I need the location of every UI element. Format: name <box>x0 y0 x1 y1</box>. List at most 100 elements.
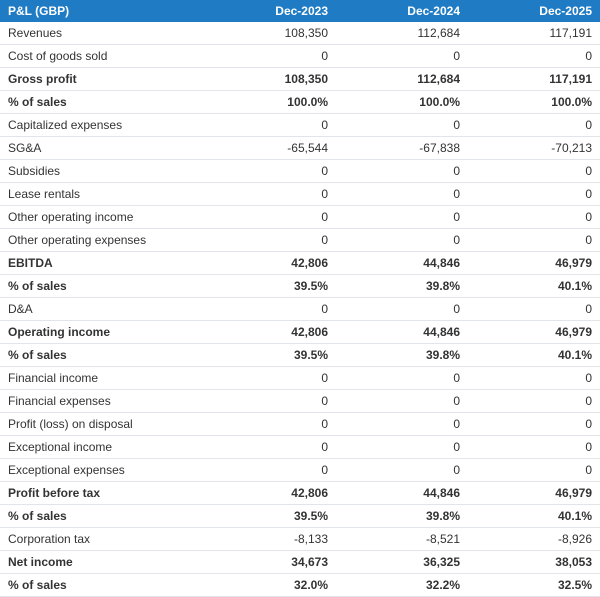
row-value: 0 <box>468 298 600 321</box>
row-value: -8,926 <box>468 528 600 551</box>
row-value: 32.2% <box>336 574 468 597</box>
row-label: Corporation tax <box>0 528 204 551</box>
row-value: 0 <box>336 45 468 68</box>
row-value: 0 <box>336 459 468 482</box>
row-label: EBITDA <box>0 252 204 275</box>
row-label: % of sales <box>0 275 204 298</box>
table-row: % of sales100.0%100.0%100.0% <box>0 91 600 114</box>
row-value: 108,350 <box>204 22 336 45</box>
header-title: P&L (GBP) <box>0 0 204 22</box>
table-row: Profit (loss) on disposal000 <box>0 413 600 436</box>
table-row: Corporation tax-8,133-8,521-8,926 <box>0 528 600 551</box>
row-value: 112,684 <box>336 22 468 45</box>
row-value: 0 <box>204 114 336 137</box>
row-label: Gross profit <box>0 68 204 91</box>
row-value: 39.8% <box>336 344 468 367</box>
row-label: Financial income <box>0 367 204 390</box>
row-value: 0 <box>336 229 468 252</box>
table-row: % of sales39.5%39.8%40.1% <box>0 505 600 528</box>
row-value: 0 <box>204 298 336 321</box>
row-value: 0 <box>468 45 600 68</box>
table-header-row: P&L (GBP) Dec-2023 Dec-2024 Dec-2025 <box>0 0 600 22</box>
row-value: 100.0% <box>336 91 468 114</box>
row-value: 39.5% <box>204 275 336 298</box>
header-period-2: Dec-2024 <box>336 0 468 22</box>
row-value: 0 <box>468 229 600 252</box>
table-row: Other operating expenses000 <box>0 229 600 252</box>
row-value: 117,191 <box>468 22 600 45</box>
row-value: 39.5% <box>204 344 336 367</box>
row-label: % of sales <box>0 574 204 597</box>
row-label: Profit (loss) on disposal <box>0 413 204 436</box>
table-row: SG&A-65,544-67,838-70,213 <box>0 137 600 160</box>
row-value: 42,806 <box>204 252 336 275</box>
row-value: 0 <box>204 436 336 459</box>
row-value: 112,684 <box>336 68 468 91</box>
row-value: 46,979 <box>468 252 600 275</box>
row-label: Financial expenses <box>0 390 204 413</box>
table-row: Cost of goods sold000 <box>0 45 600 68</box>
row-label: Exceptional income <box>0 436 204 459</box>
row-value: 0 <box>468 367 600 390</box>
row-value: -70,213 <box>468 137 600 160</box>
row-value: 39.8% <box>336 275 468 298</box>
row-value: -8,521 <box>336 528 468 551</box>
table-row: Exceptional income000 <box>0 436 600 459</box>
row-value: 34,673 <box>204 551 336 574</box>
row-label: Profit before tax <box>0 482 204 505</box>
table-row: Financial expenses000 <box>0 390 600 413</box>
row-value: 0 <box>468 114 600 137</box>
row-label: % of sales <box>0 505 204 528</box>
row-value: 0 <box>468 390 600 413</box>
row-value: 0 <box>204 413 336 436</box>
row-value: 44,846 <box>336 321 468 344</box>
row-value: 0 <box>204 367 336 390</box>
row-value: 39.8% <box>336 505 468 528</box>
table-row: Subsidies000 <box>0 160 600 183</box>
row-value: 40.1% <box>468 344 600 367</box>
row-value: 100.0% <box>204 91 336 114</box>
table-row: Other operating income000 <box>0 206 600 229</box>
table-row: EBITDA42,80644,84646,979 <box>0 252 600 275</box>
row-value: 0 <box>468 459 600 482</box>
row-value: 108,350 <box>204 68 336 91</box>
row-value: 0 <box>204 459 336 482</box>
row-value: 42,806 <box>204 321 336 344</box>
row-label: SG&A <box>0 137 204 160</box>
row-label: % of sales <box>0 91 204 114</box>
row-value: 42,806 <box>204 482 336 505</box>
row-label: Net income <box>0 551 204 574</box>
table-row: Gross profit108,350112,684117,191 <box>0 68 600 91</box>
row-label: Revenues <box>0 22 204 45</box>
table-row: % of sales39.5%39.8%40.1% <box>0 344 600 367</box>
row-value: 0 <box>204 390 336 413</box>
row-value: 32.5% <box>468 574 600 597</box>
row-value: 0 <box>204 45 336 68</box>
row-label: Lease rentals <box>0 183 204 206</box>
row-value: 0 <box>336 160 468 183</box>
header-period-3: Dec-2025 <box>468 0 600 22</box>
row-value: 38,053 <box>468 551 600 574</box>
row-value: 100.0% <box>468 91 600 114</box>
row-label: Subsidies <box>0 160 204 183</box>
row-value: 44,846 <box>336 482 468 505</box>
row-value: 0 <box>204 160 336 183</box>
table-row: Profit before tax42,80644,84646,979 <box>0 482 600 505</box>
row-value: 46,979 <box>468 321 600 344</box>
row-value: 0 <box>468 160 600 183</box>
row-value: 44,846 <box>336 252 468 275</box>
row-label: Exceptional expenses <box>0 459 204 482</box>
row-value: 0 <box>468 413 600 436</box>
row-value: 32.0% <box>204 574 336 597</box>
table-row: Lease rentals000 <box>0 183 600 206</box>
row-value: 0 <box>468 206 600 229</box>
row-value: -8,133 <box>204 528 336 551</box>
row-value: -67,838 <box>336 137 468 160</box>
table-body: Revenues108,350112,684117,191Cost of goo… <box>0 22 600 597</box>
table-row: Revenues108,350112,684117,191 <box>0 22 600 45</box>
table-row: Exceptional expenses000 <box>0 459 600 482</box>
row-value: 0 <box>336 298 468 321</box>
row-value: 40.1% <box>468 505 600 528</box>
table-row: Financial income000 <box>0 367 600 390</box>
row-label: % of sales <box>0 344 204 367</box>
